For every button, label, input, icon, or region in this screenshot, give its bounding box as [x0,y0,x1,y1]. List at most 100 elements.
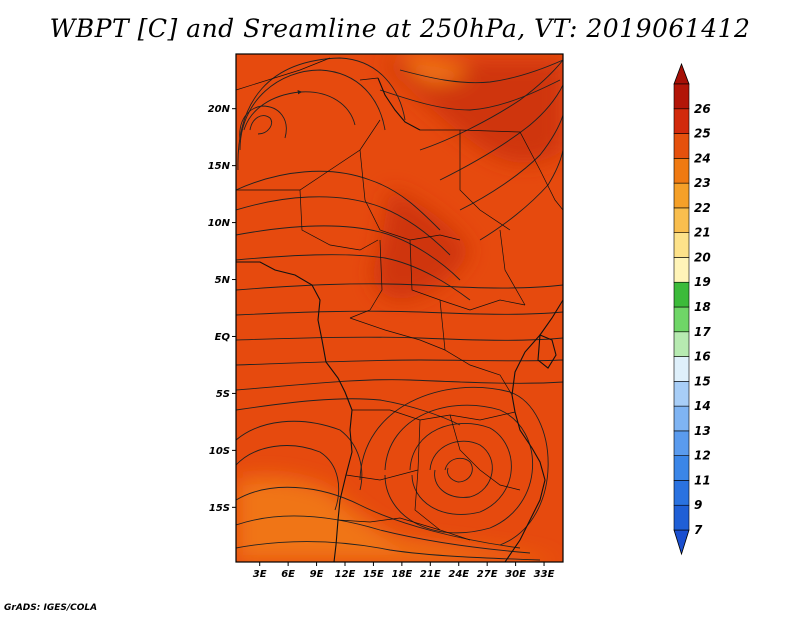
colorbar-label: 15 [694,374,711,388]
streamline [236,540,541,561]
coastlines [236,77,563,562]
colorbar-swatch [673,133,690,159]
colorbar-label: 22 [694,201,711,215]
colorbar-label: 7 [694,523,703,537]
border [236,119,381,191]
border [414,419,471,541]
lon-tick-label: 18E [391,569,412,580]
streamline [236,225,461,281]
streamline [236,445,340,511]
lon-tick-label: 15E [363,569,384,580]
streamline [236,196,451,256]
colorbar-label: 19 [694,275,711,289]
streamline [236,420,363,491]
colorbar-bottom-arrow [673,529,690,556]
colorbar-swatch [673,207,690,233]
colorbar-swatch [673,381,690,407]
border [345,469,419,481]
colorbar-label: 23 [694,176,711,190]
colorbar-swatch [673,108,690,134]
lat-tick-label: 10S [209,446,230,457]
colorbar-swatch [673,504,690,531]
colorbar-top-arrow [673,62,690,85]
streamline [429,440,493,498]
colorbar-swatch [673,356,690,382]
streamline [459,114,563,211]
border [352,409,516,421]
west-coastline [236,261,353,562]
colorbar-label: 17 [694,325,711,339]
warm-region-north [380,60,563,163]
streamline [249,115,273,135]
wbpt-field [236,54,563,562]
streamlines [236,57,563,561]
colorbar-label: 12 [694,449,711,463]
map-frame [235,53,564,563]
streamline [236,515,531,554]
latitude-axis: 20N 15N 10N 5N EQ 5S 10S 15S [208,104,236,514]
nile-coast [377,77,421,131]
streamline [399,59,563,84]
lon-tick-label: 27E [477,569,498,580]
lon-tick-label: 3E [253,569,267,580]
border [409,239,526,311]
streamline [239,105,287,141]
colorbar-label: 16 [694,350,711,364]
lat-tick-label: EQ [215,332,231,343]
lon-tick-label: 24E [448,569,469,580]
warm-region-central [373,190,470,300]
border [420,129,511,231]
border [439,299,513,396]
colorbar-swatch [673,306,690,333]
streamline [236,254,471,301]
colorbar-label: 24 [694,151,711,165]
colorbar-swatch [673,182,690,209]
map-title: WBPT [C] and Sreamline at 250hPa, VT: 20… [49,14,751,43]
streamline [237,57,406,171]
lat-tick-label: 10N [208,218,231,229]
lat-tick-label: 15S [209,503,230,514]
colorbar-label: 20 [694,250,711,264]
colorbar-label: 11 [694,473,711,487]
colorbar-swatch [673,257,690,283]
colorbar-label: 14 [694,399,711,413]
colorbar-label: 9 [694,498,702,512]
footer-credit: GrADS: IGES/COLA [4,603,98,613]
colorbar-swatch [673,480,690,506]
border [359,149,461,241]
border [459,129,563,211]
colorbar: 7 9 11 12 13 14 15 16 17 18 19 20 21 22 23 24 25 26 [673,62,711,556]
streamline [444,457,473,483]
longitude-axis: 3E 6E 9E 12E 15E 18E 21E 24E 27E 30E 33E [253,562,555,580]
colorbar-swatch [673,232,690,258]
colorbar-swatch [673,405,690,432]
lon-tick-label: 12E [335,569,356,580]
streamline [236,398,461,426]
madagascar-outline [537,334,557,369]
border [236,57,331,91]
streamline [409,423,512,515]
border [359,77,379,81]
border [349,239,383,319]
streamline [243,89,356,131]
east-coastline [504,299,563,562]
colorbar-label: 25 [694,127,711,141]
colorbar-label: 26 [694,102,711,116]
streamline [236,359,563,366]
streamline [479,149,563,241]
colorbar-swatch [673,455,690,481]
streamline [236,170,441,231]
streamline [419,59,563,151]
streamline [236,310,563,316]
lon-tick-label: 33E [534,569,555,580]
lon-tick-label: 9E [310,569,324,580]
border [299,189,379,251]
lon-tick-label: 21E [420,569,441,580]
cool-region-top [400,54,470,84]
lon-tick-label: 6E [281,569,295,580]
country-borders [236,57,563,541]
streamline [439,84,563,181]
colorbar-swatch [673,83,690,110]
border [349,317,446,351]
